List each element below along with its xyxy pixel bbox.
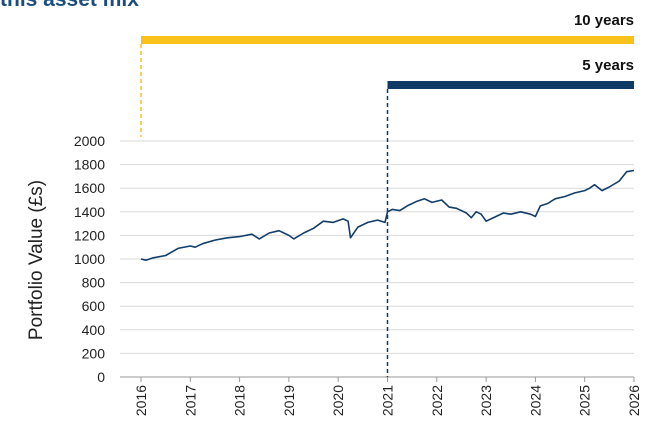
x-tick-label: 2022 xyxy=(429,385,445,416)
y-tick-label: 400 xyxy=(82,322,106,338)
y-tick-label: 1800 xyxy=(74,157,105,173)
x-tick-label: 2023 xyxy=(478,385,494,416)
y-tick-label: 0 xyxy=(97,369,105,385)
y-axis-label: Portfolio Value (£s) xyxy=(26,180,47,340)
y-tick-label: 600 xyxy=(82,298,106,314)
y-tick-label: 1000 xyxy=(74,251,105,267)
annotation-label: 10 years xyxy=(574,12,634,29)
annotation-label: 5 years xyxy=(582,57,634,74)
annotation-bar xyxy=(387,81,634,89)
x-tick-label: 2026 xyxy=(626,385,642,416)
x-tick-label: 2020 xyxy=(330,385,346,416)
data-line xyxy=(140,169,635,261)
y-tick-label: 800 xyxy=(82,275,106,291)
x-tick-label: 2018 xyxy=(232,385,248,416)
x-tick-label: 2016 xyxy=(133,385,149,416)
chart-title: this asset mix xyxy=(0,0,139,11)
y-tick-label: 1600 xyxy=(74,180,105,196)
x-tick-label: 2017 xyxy=(182,385,198,416)
y-tick-label: 1200 xyxy=(74,227,105,243)
x-tick-label: 2025 xyxy=(577,385,593,416)
y-tick-label: 1400 xyxy=(74,204,105,220)
x-tick-label: 2019 xyxy=(281,385,297,416)
x-tick-label: 2024 xyxy=(527,385,543,416)
x-tick-label: 2021 xyxy=(380,385,396,416)
annotation-bar xyxy=(141,36,634,44)
y-tick-label: 200 xyxy=(82,345,106,361)
y-tick-label: 2000 xyxy=(74,133,105,149)
